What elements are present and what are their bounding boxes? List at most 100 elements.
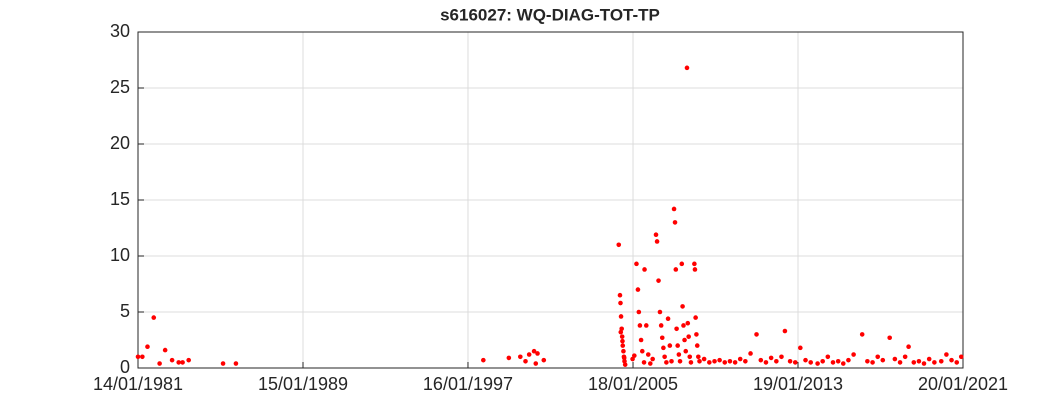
point [803,357,808,363]
point [685,320,691,326]
point [792,360,798,365]
point [145,344,150,350]
point [840,361,846,366]
point [754,332,759,337]
point [661,345,666,351]
point [949,357,954,363]
point [641,360,647,365]
y-tick-label: 15 [110,189,130,209]
point [621,355,627,361]
point [701,356,707,362]
y-tick-label: 25 [110,77,130,97]
point [180,360,185,365]
point [696,354,701,360]
x-tick-label: 20/01/2021 [918,374,1008,394]
point [523,358,528,364]
point [892,356,898,362]
point [681,323,686,328]
point [619,334,625,339]
point [717,357,722,363]
point [906,344,911,350]
x-tick-label: 18/01/2005 [588,374,678,394]
point [880,357,886,363]
point [233,361,239,366]
point [694,343,700,348]
point [638,337,644,343]
point [859,332,865,337]
point [662,354,667,360]
point [526,352,532,357]
point [650,356,655,362]
point [679,261,685,267]
point [617,292,623,298]
point [632,353,637,358]
point [694,332,699,337]
point [916,358,922,364]
point [169,357,175,363]
point [748,351,753,356]
point [944,352,949,357]
point [616,242,622,248]
point [654,239,660,244]
point [954,360,960,365]
point [620,338,625,344]
y-tick-label: 30 [110,21,130,41]
point [687,354,693,360]
point [911,360,917,365]
point [732,360,738,365]
point [220,361,226,366]
point [763,360,769,365]
point [693,315,698,320]
chart-title: s616027: WQ-DIAG-TOT-TP [440,5,660,24]
point [722,360,728,365]
y-tick-label: 5 [120,301,130,321]
point [737,356,743,362]
point [921,361,927,366]
point [656,278,661,283]
point [684,65,690,71]
point [938,358,944,364]
point [176,360,181,365]
point [727,358,733,364]
point [692,261,697,267]
point [151,315,157,320]
point [815,361,820,366]
point [647,361,653,366]
point [674,326,679,332]
point [665,316,671,322]
point [675,343,680,348]
point [673,267,679,272]
point [657,309,663,315]
point [672,220,678,225]
point [808,360,814,365]
point [846,357,851,363]
point [688,360,694,365]
y-tick-label: 0 [120,357,130,377]
point [659,335,665,341]
point [825,354,831,360]
point [636,309,642,315]
point [535,351,540,356]
point [820,358,825,364]
point [779,354,784,360]
x-tick-label: 15/01/1989 [258,374,348,394]
x-tick-label: 14/01/1981 [93,374,183,394]
point [618,314,624,319]
point [518,354,523,360]
point [667,343,673,348]
point [677,358,683,364]
point [618,300,623,306]
point [643,323,649,328]
x-tick-label: 19/01/2013 [753,374,843,394]
point [682,337,687,343]
point [506,355,512,361]
point [798,345,803,351]
point [541,357,547,363]
point [671,206,677,212]
y-tick-label: 20 [110,133,130,153]
point [692,267,698,272]
point [707,360,712,365]
point [830,360,836,365]
point [531,348,537,354]
point [642,267,647,272]
